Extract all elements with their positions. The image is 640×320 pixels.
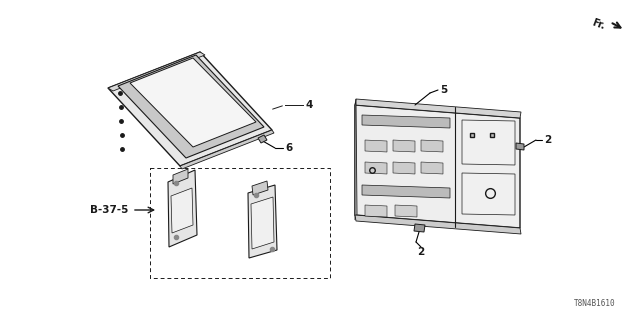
Polygon shape bbox=[252, 181, 268, 195]
Polygon shape bbox=[168, 170, 197, 247]
Text: 2: 2 bbox=[544, 135, 551, 145]
Polygon shape bbox=[173, 169, 188, 184]
Text: Fr.: Fr. bbox=[590, 17, 606, 31]
Polygon shape bbox=[395, 205, 417, 217]
Polygon shape bbox=[362, 115, 450, 128]
Text: T8N4B1610: T8N4B1610 bbox=[574, 299, 616, 308]
Text: B-37-5: B-37-5 bbox=[90, 205, 128, 215]
Polygon shape bbox=[108, 52, 272, 166]
Polygon shape bbox=[462, 173, 515, 215]
Polygon shape bbox=[355, 105, 520, 228]
Polygon shape bbox=[251, 197, 274, 249]
Polygon shape bbox=[355, 215, 521, 234]
Polygon shape bbox=[130, 58, 256, 147]
Text: 5: 5 bbox=[440, 85, 447, 95]
Polygon shape bbox=[365, 162, 387, 174]
Polygon shape bbox=[171, 188, 193, 233]
Text: 2: 2 bbox=[417, 247, 424, 257]
Polygon shape bbox=[118, 55, 264, 158]
Polygon shape bbox=[108, 52, 205, 91]
Polygon shape bbox=[362, 185, 450, 198]
Polygon shape bbox=[421, 162, 443, 174]
Polygon shape bbox=[248, 185, 277, 258]
Polygon shape bbox=[462, 120, 515, 165]
Polygon shape bbox=[393, 140, 415, 152]
Polygon shape bbox=[365, 205, 387, 217]
Polygon shape bbox=[355, 99, 357, 220]
Polygon shape bbox=[393, 162, 415, 174]
Polygon shape bbox=[258, 135, 267, 143]
Polygon shape bbox=[516, 143, 524, 150]
Polygon shape bbox=[180, 130, 274, 169]
Polygon shape bbox=[421, 140, 443, 152]
Polygon shape bbox=[355, 99, 521, 118]
Text: 4: 4 bbox=[305, 100, 312, 110]
Polygon shape bbox=[414, 224, 425, 232]
Polygon shape bbox=[365, 140, 387, 152]
Text: 6: 6 bbox=[285, 143, 292, 153]
